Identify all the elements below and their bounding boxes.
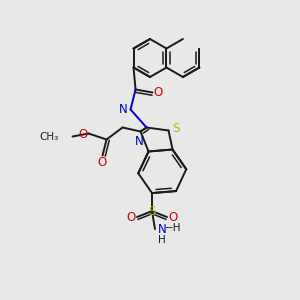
- Text: H: H: [158, 235, 166, 245]
- Text: N: N: [135, 135, 144, 148]
- Text: O: O: [97, 156, 106, 169]
- Text: N: N: [119, 103, 128, 116]
- Text: N: N: [158, 223, 166, 236]
- Text: O: O: [126, 211, 136, 224]
- Text: O: O: [153, 86, 162, 99]
- Text: CH₃: CH₃: [39, 131, 58, 142]
- Text: S: S: [148, 205, 156, 218]
- Text: −H: −H: [165, 223, 181, 233]
- Text: O: O: [168, 211, 178, 224]
- Text: S: S: [172, 122, 179, 135]
- Text: O: O: [78, 128, 87, 141]
